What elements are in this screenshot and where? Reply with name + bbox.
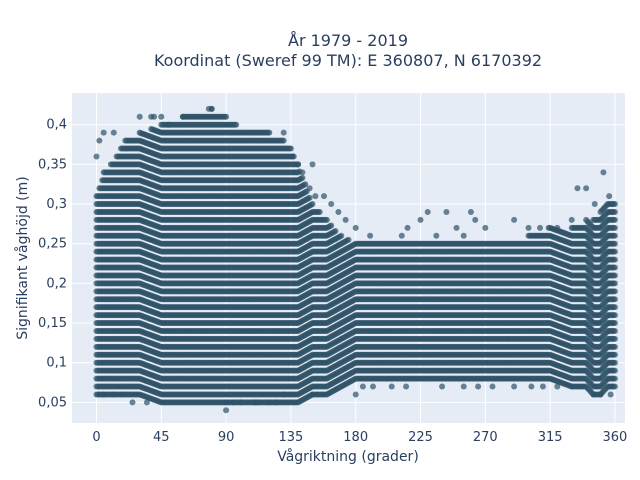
chart-title-line1: År 1979 - 2019 [288,31,408,50]
points-layer [93,105,618,414]
data-point [223,113,230,120]
data-point [280,137,287,144]
data-point [299,174,306,181]
data-point [233,121,240,128]
chart-title-line2: Koordinat (Sweref 99 TM): E 360807, N 61… [154,51,542,70]
data-point [266,129,273,136]
data-point [287,145,294,152]
